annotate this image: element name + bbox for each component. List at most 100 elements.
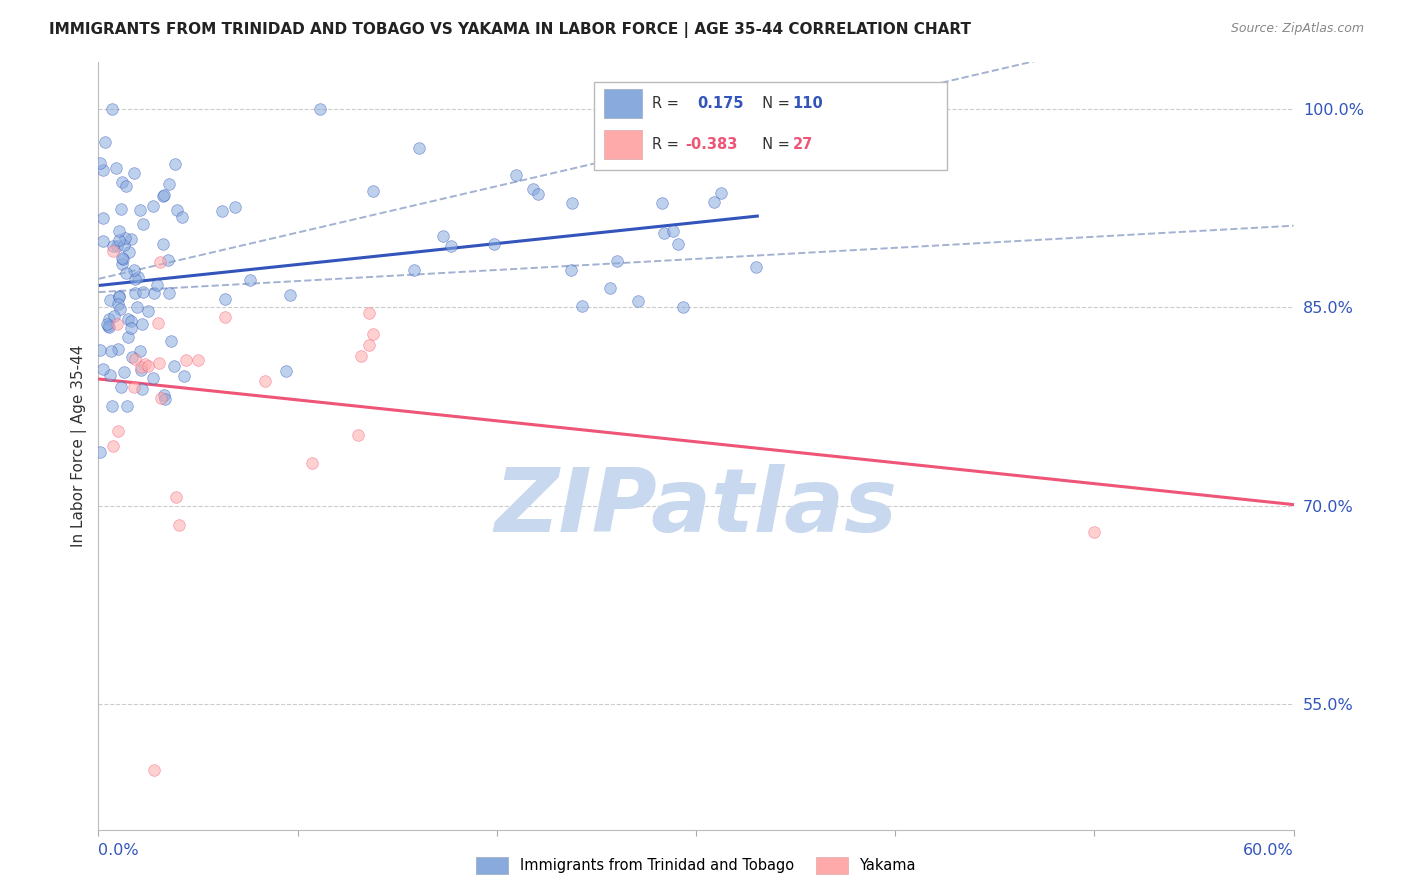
Point: [107, 297, 129, 311]
Point: [129, 343, 152, 358]
Point: [98, 311, 121, 326]
Point: [606, 254, 628, 268]
Point: [108, 224, 131, 238]
Point: [159, 334, 181, 349]
Point: [112, 365, 135, 379]
Point: [214, 310, 236, 324]
Point: [404, 262, 426, 277]
Text: -0.383: -0.383: [685, 137, 738, 152]
Point: [134, 357, 156, 371]
Point: [98, 368, 121, 383]
Text: 110: 110: [793, 95, 824, 111]
Point: [91, 234, 114, 248]
Text: ZIPatlas: ZIPatlas: [495, 464, 897, 551]
Point: [120, 314, 142, 328]
Point: [127, 269, 149, 284]
Point: [91, 163, 114, 178]
Point: [94, 136, 117, 150]
Point: [254, 374, 277, 388]
Point: [157, 286, 180, 301]
Point: [100, 293, 122, 307]
Point: [96, 317, 118, 331]
Point: [1083, 524, 1105, 539]
Text: Source: ZipAtlas.com: Source: ZipAtlas.com: [1230, 22, 1364, 36]
Point: [129, 360, 152, 375]
Point: [627, 294, 650, 309]
FancyBboxPatch shape: [605, 88, 643, 118]
Text: 27: 27: [793, 137, 813, 152]
Point: [108, 233, 131, 247]
Point: [122, 380, 145, 394]
Point: [112, 252, 135, 266]
Point: [117, 311, 139, 326]
Point: [142, 199, 165, 213]
Point: [170, 211, 193, 225]
Point: [143, 763, 166, 777]
Point: [148, 356, 170, 370]
Point: [363, 326, 385, 341]
Point: [100, 343, 122, 358]
Point: [274, 364, 297, 378]
Point: [153, 188, 176, 202]
Point: [146, 316, 169, 330]
Point: [124, 285, 146, 300]
Point: [146, 278, 169, 293]
Point: [149, 255, 172, 269]
Point: [166, 202, 188, 217]
Point: [408, 141, 430, 155]
Point: [157, 177, 180, 191]
Point: [105, 318, 128, 332]
Point: [120, 232, 142, 246]
Point: [124, 351, 146, 366]
Point: [174, 352, 197, 367]
Point: [91, 211, 114, 226]
Point: [110, 380, 132, 394]
Point: [127, 300, 149, 314]
Point: [118, 245, 141, 260]
Point: [129, 363, 152, 377]
Text: R =: R =: [652, 137, 688, 152]
Point: [505, 168, 527, 182]
Point: [361, 184, 384, 198]
Point: [103, 239, 125, 253]
Point: [152, 188, 174, 202]
Point: [89, 445, 111, 459]
Point: [278, 288, 301, 302]
Point: [482, 237, 505, 252]
Point: [163, 156, 186, 170]
Point: [115, 266, 138, 280]
Point: [110, 302, 132, 317]
Text: IMMIGRANTS FROM TRINIDAD AND TOBAGO VS YAKAMA IN LABOR FORCE | AGE 35-44 CORRELA: IMMIGRANTS FROM TRINIDAD AND TOBAGO VS Y…: [49, 22, 972, 38]
Point: [163, 359, 186, 373]
Point: [666, 237, 689, 252]
Point: [107, 290, 129, 304]
Point: [115, 179, 138, 194]
Point: [114, 231, 136, 245]
Point: [131, 217, 153, 231]
Point: [131, 317, 153, 331]
Point: [359, 337, 381, 351]
Point: [142, 286, 165, 301]
Point: [98, 320, 121, 334]
Text: 0.175: 0.175: [697, 95, 744, 111]
Point: [703, 195, 725, 210]
Point: [440, 238, 463, 252]
Point: [104, 161, 127, 175]
Point: [120, 321, 142, 335]
Point: [110, 251, 132, 265]
Point: [571, 299, 593, 313]
Legend: Immigrants from Trinidad and Tobago, Yakama: Immigrants from Trinidad and Tobago, Yak…: [470, 851, 922, 880]
Point: [103, 244, 125, 258]
Point: [101, 102, 124, 116]
Point: [122, 166, 145, 180]
Text: 60.0%: 60.0%: [1243, 843, 1294, 858]
Point: [153, 387, 176, 401]
Point: [105, 238, 128, 252]
Point: [526, 186, 548, 201]
Point: [149, 391, 172, 405]
Point: [173, 368, 195, 383]
Point: [167, 517, 190, 532]
Point: [560, 263, 582, 277]
Point: [654, 226, 676, 240]
Text: 0.0%: 0.0%: [98, 843, 139, 858]
